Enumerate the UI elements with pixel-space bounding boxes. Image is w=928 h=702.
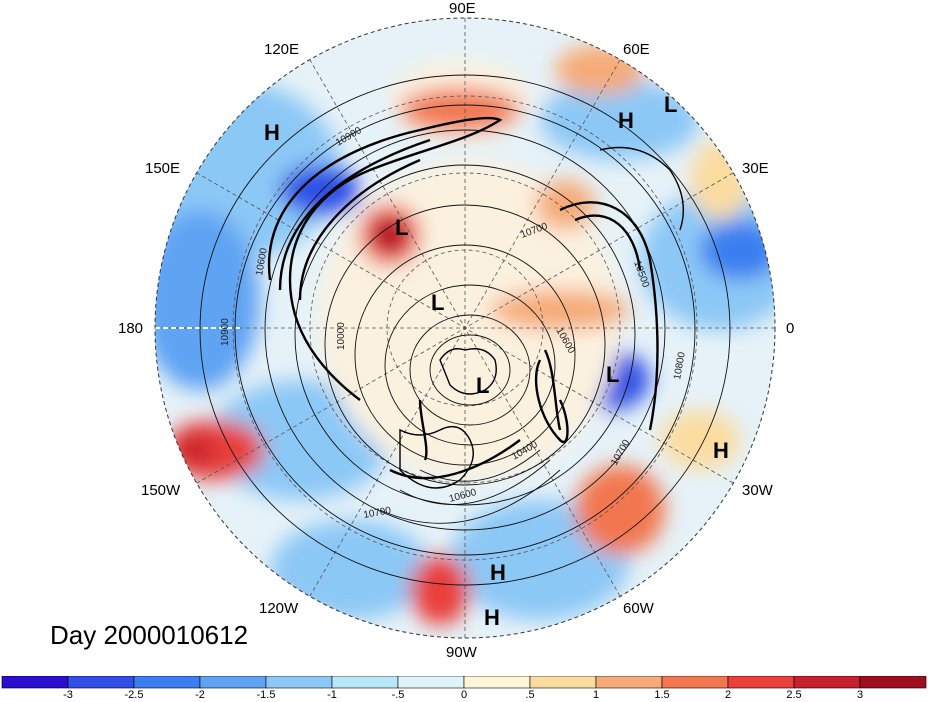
contour-value-label: 10600 [254, 247, 270, 277]
pressure-center-label: L [431, 290, 444, 315]
colorbar-swatch [265, 676, 333, 689]
lon-label-30w: 30W [742, 482, 773, 499]
lon-label-150e: 150E [145, 160, 181, 177]
colorbar-swatch [661, 676, 729, 689]
anomaly-field: H H L L L L L H H H 10900 10700 10500 10… [155, 18, 775, 638]
contour-value-label: 10700 [363, 505, 393, 521]
colorbar-tick-label: 2.5 [786, 689, 802, 701]
pressure-center-label: H [484, 605, 500, 630]
lon-label-0: 0 [786, 320, 795, 337]
pressure-center-label: L [476, 373, 489, 398]
colorbar-swatch [331, 676, 399, 689]
colorbar-swatch [529, 676, 597, 689]
colorbar-swatch [463, 676, 531, 689]
pressure-center-label: L [395, 215, 408, 240]
colorbar [1, 676, 927, 689]
colorbar-tick-label: -.5 [391, 689, 405, 701]
contour-value-label: 10900 [220, 318, 231, 346]
lon-label-180: 180 [118, 320, 144, 337]
lon-label-90e: 90E [449, 0, 476, 17]
pressure-center-label: L [606, 362, 619, 387]
map-boundary [154, 17, 776, 639]
colorbar-tick-label: -2.5 [124, 689, 144, 701]
colorbar-tick-label: -1 [327, 689, 337, 701]
lon-label-120e: 120E [264, 41, 300, 58]
lon-label-60w: 60W [623, 600, 654, 617]
colorbar-tick-label: -2 [195, 689, 205, 701]
colorbar-tick-label: -3 [63, 689, 73, 701]
height-contours [199, 74, 731, 586]
colorbar-swatch [397, 676, 465, 689]
lon-label-150w: 150W [141, 482, 181, 499]
colorbar-swatch [859, 676, 927, 689]
pressure-center-label: H [490, 560, 506, 585]
colorbar-swatch [793, 676, 861, 689]
colorbar-swatch [133, 676, 201, 689]
colorbar-tick-label: -1.5 [256, 689, 276, 701]
graticule [155, 18, 775, 638]
lon-label-90w: 90W [446, 644, 477, 661]
lon-label-30e: 30E [742, 160, 769, 177]
pressure-center-label: L [664, 92, 677, 117]
lon-label-60e: 60E [623, 41, 650, 58]
pressure-center-label: H [618, 108, 634, 133]
contour-value-label: 10800 [672, 351, 688, 381]
pressure-center-label: H [264, 120, 280, 145]
colorbar-tick-label: 0 [460, 689, 468, 701]
colorbar-swatch [1, 676, 69, 689]
colorbar-tick-label: 2 [724, 689, 732, 701]
colorbar-swatch [199, 676, 267, 689]
colorbar-swatch [727, 676, 795, 689]
coastlines [399, 146, 685, 489]
colorbar-tick-label: 1 [592, 689, 600, 701]
jet-contours [267, 116, 659, 480]
colorbar-tick-label: 3 [856, 689, 864, 701]
lon-label-120w: 120W [259, 600, 299, 617]
colorbar-tick-label: .5 [525, 689, 535, 701]
colorbar-swatch [595, 676, 663, 689]
contour-value-label: 10000 [336, 322, 347, 350]
colorbar-swatch [67, 676, 135, 689]
day-title: Day 2000010612 [50, 620, 249, 650]
pressure-center-label: H [713, 438, 729, 463]
colorbar-tick-label: 1.5 [654, 689, 670, 701]
